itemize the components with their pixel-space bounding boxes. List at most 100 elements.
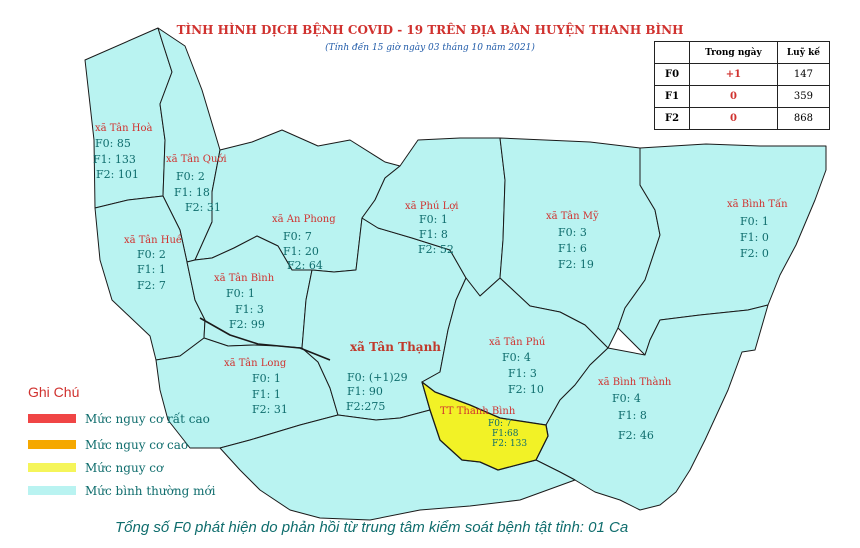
summary-row-f0: F0 +1 147: [654, 63, 831, 86]
f1-count: F1: 3: [235, 303, 264, 316]
commune-name: xã Phú Lợi: [405, 201, 458, 212]
f0-count: F0: 1: [740, 215, 769, 228]
f2-count: F2: 46: [618, 429, 654, 442]
f0-count: F0: 1: [252, 372, 281, 385]
today-value: 0: [689, 85, 778, 108]
today-value: 0: [689, 107, 778, 130]
f2-count: F2: 19: [558, 258, 594, 271]
commune-binh-thanh: xã Bình Thành F0: 4 F1: 8 F2: 46: [598, 377, 672, 442]
summary-table: Trong ngày Luỹ kế F0 +1 147 F1 0 359 F2 …: [654, 41, 831, 130]
f0-count: F0: 3: [558, 226, 587, 239]
footer-note: Tổng số F0 phát hiện do phản hồi từ trun…: [115, 519, 628, 536]
f0-count: F0: 2: [137, 248, 166, 261]
legend-label-very-high: Mức nguy cơ rất cao: [85, 411, 210, 426]
commune-name: xã Tân Bình: [214, 273, 275, 284]
summary-row-f1: F1 0 359: [654, 85, 831, 108]
commune-an-phong: xã An Phong F0: 7 F1: 20 F2: 64: [272, 214, 336, 272]
f0-count: F0: 4: [502, 351, 531, 364]
commune-name: xã Tân Long: [224, 358, 287, 369]
commune-name: xã Tân Mỹ: [546, 211, 599, 222]
legend-swatch-very-high: [28, 414, 76, 423]
legend-swatch-normal: [28, 486, 76, 495]
summary-corner: [654, 41, 690, 64]
f0-count: F0: 7: [488, 419, 512, 429]
f0-count: F0: (+1)29: [347, 371, 408, 384]
river-line: [199, 317, 331, 361]
commune-binh-tan: xã Bình Tấn F0: 1 F1: 0 F2: 0: [727, 199, 788, 260]
f1-count: F1: 0: [740, 231, 769, 244]
summary-header-total: Luỹ kế: [776, 41, 831, 64]
today-value: +1: [689, 63, 778, 86]
summary-header-row: Trong ngày Luỹ kế: [654, 41, 831, 64]
f0-count: F0: 7: [283, 230, 312, 243]
legend-title: Ghi Chú: [28, 384, 79, 400]
region-tan-hoa[interactable]: [84, 27, 173, 209]
f2-count: F2: 101: [96, 168, 139, 181]
f1-count: F1: 3: [508, 367, 537, 380]
f2-count: F2: 52: [418, 243, 454, 256]
f0-count: F0: 2: [176, 170, 205, 183]
f1-count: F1: 20: [283, 245, 319, 258]
commune-tan-hue: xã Tân Huề F0: 2 F1: 1 F2: 7: [124, 234, 182, 292]
f2-count: F2: 10: [508, 383, 544, 396]
commune-name: xã Tân Quới: [166, 154, 227, 165]
commune-name: xã Tân Phú: [489, 337, 546, 348]
total-value: 868: [776, 107, 831, 130]
f2-count: F2: 64: [287, 259, 323, 272]
row-label: F1: [654, 85, 690, 108]
legend-label-risk: Mức nguy cơ: [85, 461, 164, 475]
commune-tt-thanh-binh: TT Thanh Bình F0: 7 F1:68 F2: 133: [440, 406, 527, 449]
f1-count: F1: 6: [558, 242, 587, 255]
commune-name: xã Bình Thành: [598, 377, 672, 388]
row-label: F2: [654, 107, 690, 130]
commune-name: xã Tân Thạnh: [350, 340, 441, 354]
total-value: 359: [776, 85, 831, 108]
f2-count: F2:275: [346, 400, 385, 413]
f1-count: F1: 90: [347, 385, 383, 398]
f2-count: F2: 133: [492, 439, 527, 449]
f2-count: F2: 7: [137, 279, 166, 292]
map-subtitle: (Tính đến 15 giờ ngày 03 tháng 10 năm 20…: [325, 42, 535, 53]
f1-count: F1: 18: [174, 186, 210, 199]
summary-row-f2: F2 0 868: [654, 107, 831, 130]
f0-count: F0: 85: [95, 137, 131, 150]
commune-tan-phu: xã Tân Phú F0: 4 F1: 3 F2: 10: [489, 337, 546, 396]
commune-name: xã Tân Huề: [124, 234, 182, 246]
commune-tan-my: xã Tân Mỹ F0: 3 F1: 6 F2: 19: [546, 211, 599, 271]
f1-count: F1: 1: [252, 388, 281, 401]
commune-name: TT Thanh Bình: [440, 406, 516, 417]
commune-name: xã Tân Hoà: [95, 123, 152, 134]
commune-phu-loi: xã Phú Lợi F0: 1 F1: 8 F2: 52: [405, 201, 458, 256]
legend-swatch-high: [28, 440, 76, 449]
commune-name: xã Bình Tấn: [727, 199, 788, 210]
legend-label-normal: Mức bình thường mới: [85, 484, 216, 498]
commune-tan-long: xã Tân Long F0: 1 F1: 1 F2: 31: [224, 358, 288, 416]
f2-count: F2: 31: [185, 201, 221, 214]
summary-header-today: Trong ngày: [689, 41, 778, 64]
region-tt-thanh-binh[interactable]: [421, 381, 549, 471]
f1-count: F1: 8: [419, 228, 448, 241]
commune-tan-quoi: xã Tân Quới F0: 2 F1: 18 F2: 31: [166, 154, 227, 214]
row-label: F0: [654, 63, 690, 86]
f2-count: F2: 0: [740, 247, 769, 260]
commune-tan-thanh: xã Tân Thạnh F0: (+1)29 F1: 90 F2:275: [346, 340, 441, 413]
f1-count: F1:68: [492, 429, 519, 439]
f0-count: F0: 1: [419, 213, 448, 226]
f2-count: F2: 31: [252, 403, 288, 416]
f0-count: F0: 1: [226, 287, 255, 300]
commune-tan-binh: xã Tân Bình F0: 1 F1: 3 F2: 99: [214, 273, 275, 331]
f0-count: F0: 4: [612, 392, 641, 405]
f1-count: F1: 8: [618, 409, 647, 422]
f1-count: F1: 133: [93, 153, 136, 166]
commune-tan-hoa: xã Tân Hoà F0: 85 F1: 133 F2: 101: [93, 123, 152, 181]
f1-count: F1: 1: [137, 263, 166, 276]
f2-count: F2: 99: [229, 318, 265, 331]
commune-name: xã An Phong: [272, 214, 336, 225]
total-value: 147: [776, 63, 831, 86]
legend: Ghi Chú Mức nguy cơ rất cao Mức nguy cơ …: [28, 384, 216, 498]
map-title: TÌNH HÌNH DỊCH BỆNH COVID - 19 TRÊN ĐỊA …: [177, 22, 684, 37]
legend-swatch-risk: [28, 463, 76, 472]
legend-label-high: Mức nguy cơ cao: [85, 438, 188, 452]
